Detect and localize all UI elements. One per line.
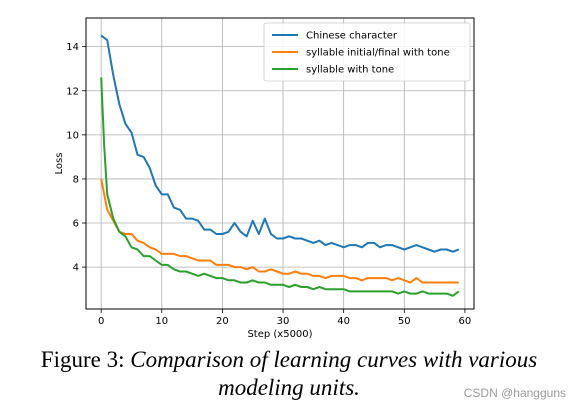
series-line-2 xyxy=(100,178,459,284)
x-tick-label: 10 xyxy=(155,316,168,327)
plot-frame xyxy=(85,17,475,310)
watermark: CSDN @hangguns xyxy=(463,386,566,400)
y-tick-label: 14 xyxy=(66,42,79,53)
caption-label: Figure 3: xyxy=(40,347,125,372)
x-tick-label: 50 xyxy=(398,316,411,327)
legend-label: Chinese character xyxy=(306,31,398,42)
legend: Chinese character syllable initial/final … xyxy=(263,22,471,82)
y-tick-label: 12 xyxy=(66,86,79,97)
caption-text-line2: modeling units. xyxy=(218,375,360,400)
y-axis-label: Loss xyxy=(54,153,65,175)
x-axis-label: Step (x5000) xyxy=(247,329,312,340)
x-tick-label: 60 xyxy=(459,316,472,327)
x-axis-ticks: 0 10 20 30 40 50 60 xyxy=(98,309,471,327)
figure-caption: Figure 3: Comparison of learning curves … xyxy=(0,346,578,374)
x-tick-label: 0 xyxy=(98,316,104,327)
y-tick-label: 6 xyxy=(73,219,79,230)
y-axis-ticks: 4 6 8 10 12 14 xyxy=(66,42,86,274)
caption-text-line1: Comparison of learning curves with vario… xyxy=(130,347,538,372)
legend-box xyxy=(263,22,471,82)
y-tick-label: 4 xyxy=(73,263,79,274)
y-tick-label: 8 xyxy=(73,174,79,185)
series-line-1 xyxy=(100,34,460,253)
x-tick-label: 30 xyxy=(277,316,290,327)
series-lines xyxy=(100,34,460,297)
legend-label: syllable initial/final with tone xyxy=(306,48,450,59)
y-tick-label: 10 xyxy=(66,130,79,141)
x-tick-label: 20 xyxy=(216,316,229,327)
series-line-3 xyxy=(100,77,460,297)
legend-label: syllable with tone xyxy=(306,65,394,76)
x-tick-label: 40 xyxy=(337,316,350,327)
learning-curve-chart: 0 10 20 30 40 50 60 4 6 8 10 12 14 Step (x5000) Los… xyxy=(54,17,475,340)
